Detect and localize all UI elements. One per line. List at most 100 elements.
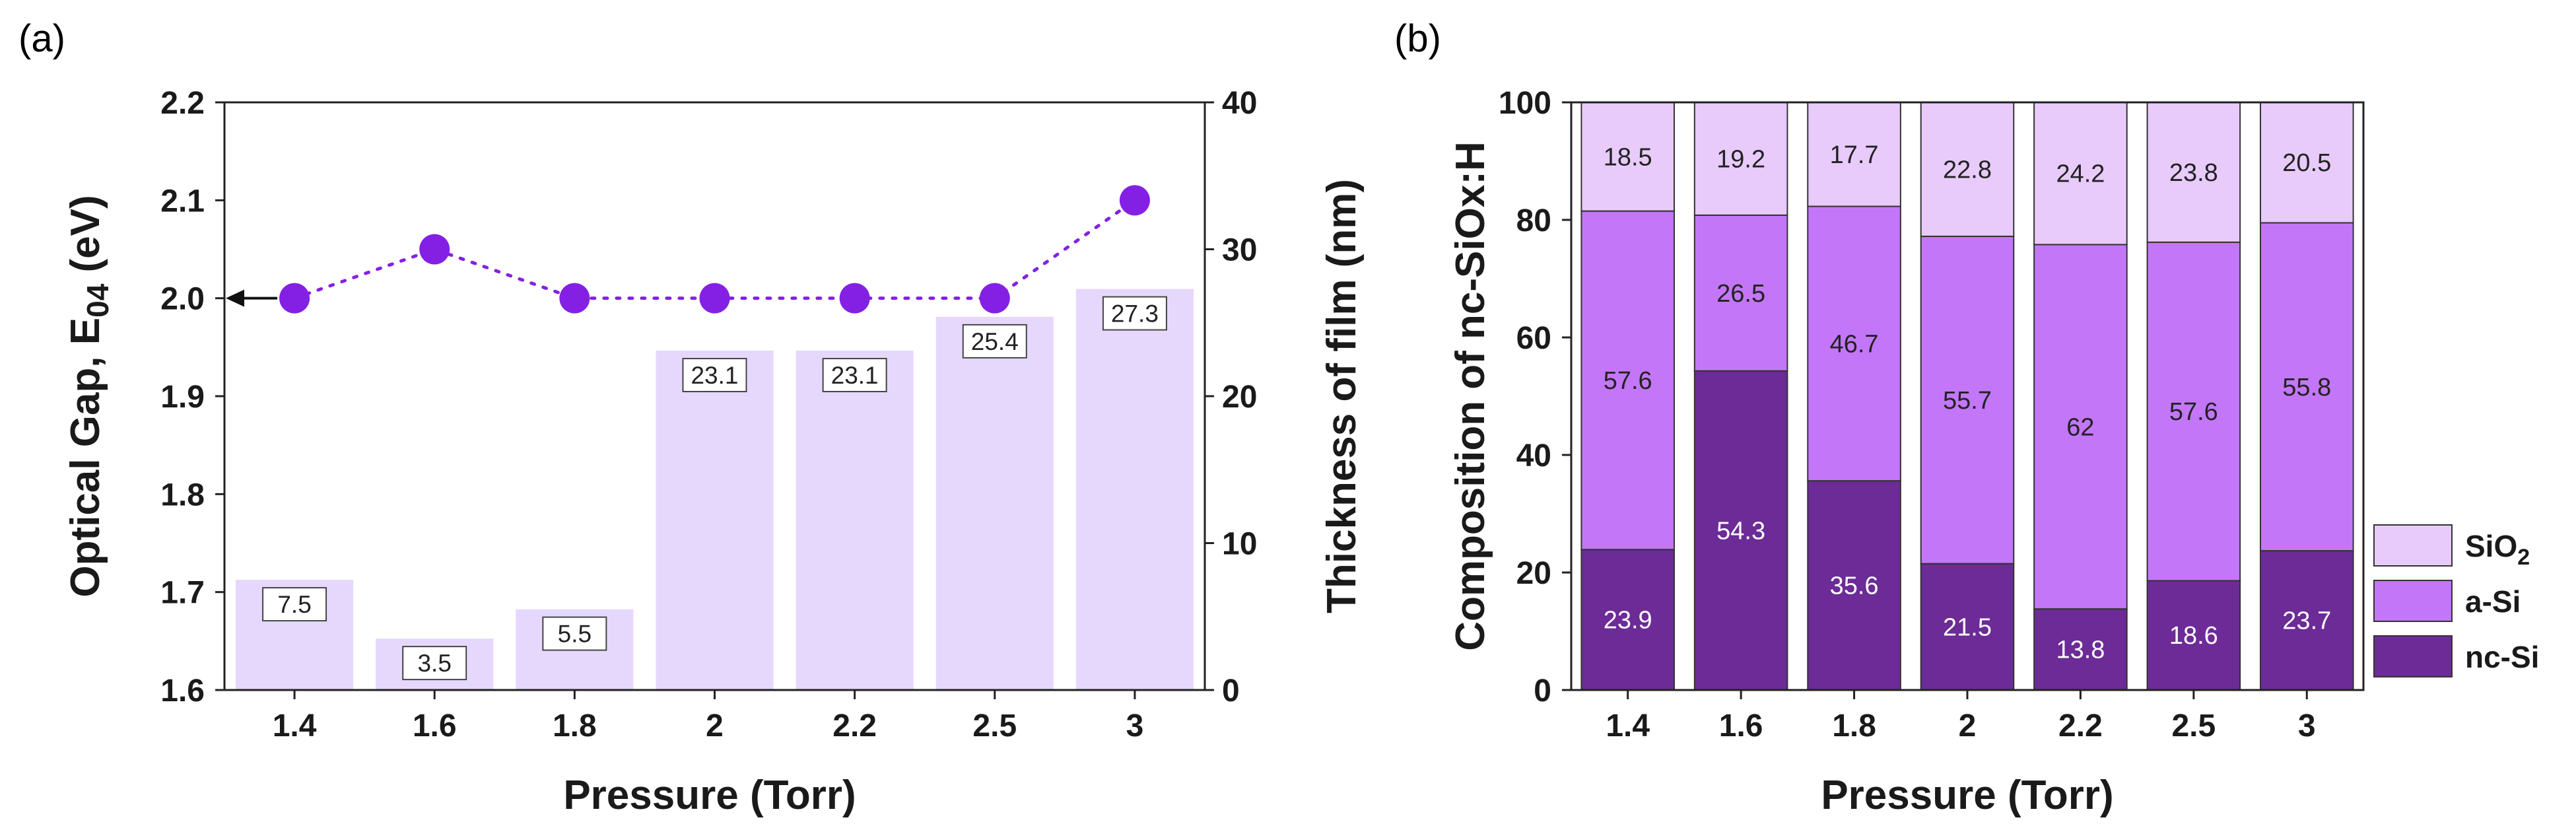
thickness-bar xyxy=(1075,289,1194,690)
thickness-bars: 7.5 3.5 5.5 23.1 23.1 25.4 27.3 xyxy=(235,289,1194,691)
optical-gap-point xyxy=(699,283,730,314)
panel-a-ticks: 1.6 1.7 1.8 1.9 2.0 2.1 2.2 0 10 20 30 40 1.4 1.6 1.8 2… xyxy=(160,86,1257,744)
left-y-tick-label: 2.0 xyxy=(160,282,205,317)
x-tick-label: 1.8 xyxy=(1832,709,1876,744)
segment-a-Si xyxy=(1580,210,1675,551)
optical-gap-point xyxy=(559,283,590,314)
thickness-value-label: 27.3 xyxy=(1111,300,1159,328)
left-y-tick-label: 1.9 xyxy=(160,380,205,415)
right-y-tick-label: 20 xyxy=(1222,380,1257,415)
segment-a-Si xyxy=(1693,214,1788,372)
x-tick-label: 2 xyxy=(1959,709,1977,744)
right-y-tick-label: 30 xyxy=(1222,233,1257,268)
thickness-value-label: 7.5 xyxy=(277,591,311,618)
optical-gap-line xyxy=(226,185,1150,314)
thickness-label-box xyxy=(542,616,607,651)
segment-value-label: 19.2 xyxy=(1716,145,1765,173)
x-tick-label: 2.2 xyxy=(832,709,877,744)
thickness-bar xyxy=(796,351,914,690)
segment-SiO2 xyxy=(2146,102,2241,243)
segment-SiO2 xyxy=(2033,102,2128,246)
segment-value-label: 57.6 xyxy=(2169,398,2218,426)
segment-nc-Si xyxy=(1693,370,1788,691)
segment-value-label: 57.6 xyxy=(1604,367,1652,395)
thickness-bar xyxy=(656,351,774,690)
y-tick-label: 40 xyxy=(1516,438,1551,473)
optical-gap-point xyxy=(839,283,870,314)
legend-label-main: nc-Si xyxy=(2465,640,2539,674)
right-y-tick-label: 0 xyxy=(1222,674,1240,709)
segment-value-label: 23.9 xyxy=(1604,607,1652,635)
axis-arrow-head xyxy=(226,289,244,307)
x-tick-label: 2 xyxy=(706,709,724,744)
panel-b-ticks: 0 20 40 60 80 100 1.4 1.6 1.8 2 2.2 2.5 3 xyxy=(1499,86,2316,744)
thickness-label-box xyxy=(402,646,467,681)
segment-nc-Si xyxy=(2146,580,2241,691)
x-tick-label: 3 xyxy=(1126,709,1144,744)
legend-swatch xyxy=(2373,635,2453,677)
optical-gap-point xyxy=(419,234,450,265)
legend-label: a-Si xyxy=(2465,584,2521,619)
panel-a-left-axis-title: Optical Gap, E04 (eV) xyxy=(63,195,115,597)
y-tick-label: 60 xyxy=(1516,321,1551,356)
left-y-tick-label: 1.8 xyxy=(160,477,205,512)
panel-b-label: (b) xyxy=(1394,17,1441,60)
segment-value-label: 54.3 xyxy=(1716,517,1765,545)
segment-a-Si xyxy=(2146,241,2241,582)
segment-a-Si xyxy=(2260,222,2354,552)
panel-b-chart: (b) 23.9 57.6 18.5 54.3 26.5 19.2 35.6 46.7 17.7… xyxy=(1394,17,2539,818)
legend-swatch xyxy=(2373,580,2453,622)
segment-SiO2 xyxy=(1920,102,2015,237)
segment-a-Si xyxy=(1807,205,1901,482)
legend-label-subscript: 2 xyxy=(2517,545,2530,570)
segment-value-label: 22.8 xyxy=(1943,156,1992,184)
segment-value-label: 18.6 xyxy=(2169,622,2218,650)
left-y-tick-label: 1.6 xyxy=(160,674,205,709)
panel-b-legend: SiO2 a-Si nc-Si xyxy=(2373,524,2539,677)
segment-value-label: 62 xyxy=(2066,413,2094,441)
right-y-tick-label: 40 xyxy=(1222,86,1257,121)
optical-gap-point xyxy=(1119,185,1150,216)
x-tick-label: 3 xyxy=(2298,709,2316,744)
segment-value-label: 13.8 xyxy=(2056,637,2105,664)
y-tick-label: 100 xyxy=(1499,86,1551,121)
segment-value-label: 23.8 xyxy=(2169,159,2218,187)
thickness-label-box xyxy=(962,324,1027,359)
thickness-bar xyxy=(935,316,1054,691)
segment-a-Si xyxy=(2033,244,2128,610)
segment-SiO2 xyxy=(1580,102,1675,212)
x-tick-label: 1.4 xyxy=(1606,709,1650,744)
optical-gap-point xyxy=(279,283,310,314)
legend-label-main: a-Si xyxy=(2465,584,2521,619)
y-tick-label: 0 xyxy=(1534,674,1551,709)
thickness-label-box xyxy=(822,358,887,393)
left-y-tick-label: 2.1 xyxy=(160,184,205,219)
thickness-value-label: 3.5 xyxy=(417,650,451,677)
segment-value-label: 35.6 xyxy=(1830,572,1879,600)
optical-gap-point xyxy=(979,283,1010,314)
panel-a-right-axis-title: Thickness of film (nm) xyxy=(1319,179,1365,613)
y-tick-label: 20 xyxy=(1516,556,1551,591)
panel-a-chart: (a) 7.53.55.523.1 23.125.427.3 1.61.71.81… xyxy=(18,17,1365,818)
thickness-value-label: 25.4 xyxy=(971,328,1019,355)
x-tick-label: 2.5 xyxy=(972,709,1017,744)
legend-label-main: SiO xyxy=(2465,529,2517,563)
segment-value-label: 24.2 xyxy=(2056,160,2105,188)
segment-a-Si xyxy=(1920,235,2015,565)
x-tick-label: 1.6 xyxy=(1719,709,1763,744)
segment-value-label: 17.7 xyxy=(1830,141,1879,169)
segment-nc-Si xyxy=(1580,549,1675,691)
right-y-tick-label: 10 xyxy=(1222,527,1257,562)
x-tick-label: 1.8 xyxy=(553,709,597,744)
panel-b-x-axis-title: Pressure (Torr) xyxy=(1821,773,2113,818)
thickness-label-box xyxy=(262,587,327,622)
legend-swatch xyxy=(2373,524,2453,567)
x-tick-label: 2.2 xyxy=(2058,709,2103,744)
thickness-value-label: 23.1 xyxy=(831,362,879,389)
segment-SiO2 xyxy=(2260,102,2354,224)
panel-a-label: (a) xyxy=(18,17,65,60)
panel-a-x-axis-title: Pressure (Torr) xyxy=(563,773,856,818)
segment-value-label: 26.5 xyxy=(1716,280,1765,308)
y-tick-label: 80 xyxy=(1516,203,1551,238)
legend-label: nc-Si xyxy=(2465,640,2539,674)
